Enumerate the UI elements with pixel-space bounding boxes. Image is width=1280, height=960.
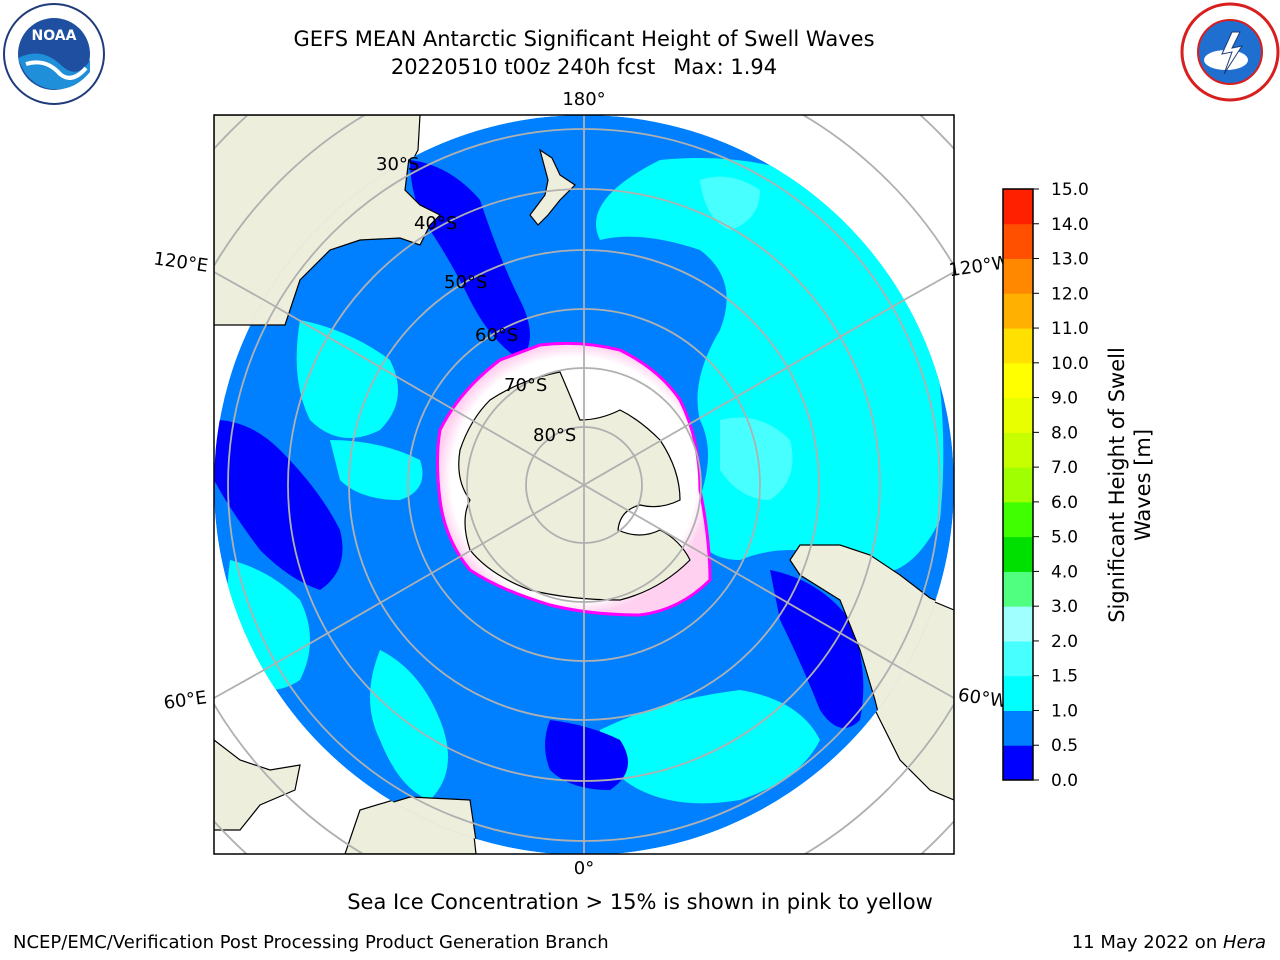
- lat-label-30s: 30°S: [376, 154, 419, 175]
- colorbar-segment: [1003, 606, 1033, 642]
- lon-label-180: 180°: [562, 89, 605, 110]
- colorbar-tick-label: 10.0: [1051, 354, 1089, 374]
- lon-label-60w: 60°W: [957, 685, 1009, 713]
- colorbar-segment: [1003, 675, 1033, 711]
- colorbar-tick-label: 12.0: [1051, 284, 1089, 304]
- chart-subtitle: 20220510 t00z 240h fcst Max: 1.94: [184, 54, 984, 80]
- graticule: [227, 115, 941, 854]
- lon-label-0: 0°: [574, 858, 594, 879]
- colorbar-title-line2: Waves [m]: [1131, 428, 1155, 542]
- colorbar-tick-label: 6.0: [1051, 493, 1078, 513]
- svg-text:NOAA: NOAA: [32, 28, 77, 44]
- lat-label-60s: 60°S: [475, 325, 518, 346]
- colorbar-segment: [1003, 293, 1033, 329]
- colorbar-segment: [1003, 745, 1033, 781]
- colorbar-tick-label: 4.0: [1051, 562, 1078, 582]
- colorbar-segment: [1003, 501, 1033, 538]
- lon-label-60e: 60°E: [162, 687, 208, 714]
- colorbar-segment: [1003, 467, 1033, 503]
- max-value: Max: 1.94: [673, 55, 778, 79]
- colorbar-tick-label: 14.0: [1051, 215, 1089, 235]
- colorbar-tick-label: 1.5: [1051, 667, 1078, 687]
- swell-field: [214, 115, 954, 854]
- colorbar-segment: [1003, 640, 1033, 677]
- antarctica: [458, 371, 691, 601]
- colorbar-tick-label: 1.0: [1051, 701, 1078, 721]
- colorbar-segment: [1003, 710, 1033, 746]
- colorbar: 0.0 0.5 1.0 1.5 2.0 3.0 4.0 5.0 6.0 7.0 8.0 9.0 10.0…: [1002, 180, 1089, 791]
- colorbar-segment: [1003, 189, 1033, 225]
- colorbar-segment: [1003, 328, 1033, 364]
- lon-label-120e: 120°E: [152, 248, 209, 276]
- colorbar-tick-label: 9.0: [1051, 389, 1078, 409]
- colorbar-tick-label: 13.0: [1051, 250, 1089, 270]
- footer-host: Hera: [1222, 932, 1266, 953]
- chart-title: GEFS MEAN Antarctic Significant Height o…: [293, 27, 875, 51]
- colorbar-frame: [1002, 188, 1034, 781]
- lat-label-80s: 80°S: [533, 425, 576, 446]
- lat-label-40s: 40°S: [414, 213, 457, 234]
- footer-organization: NCEP/EMC/Verification Post Processing Pr…: [13, 932, 609, 953]
- colorbar-segment: [1003, 432, 1033, 468]
- colorbar-title-line1: Significant Height of Swell: [1105, 347, 1129, 623]
- sea-ice-note: Sea Ice Concentration > 15% is shown in …: [347, 890, 933, 914]
- colorbar-tick-label: 7.0: [1051, 458, 1078, 478]
- colorbar-segment: [1003, 536, 1033, 572]
- colorbar-tick-label: 3.0: [1051, 597, 1078, 617]
- colorbar-tick-label: 11.0: [1051, 319, 1089, 339]
- colorbar-segment: [1003, 571, 1033, 607]
- colorbar-segment: [1003, 362, 1033, 399]
- colorbar-tick-label: 0.5: [1051, 736, 1078, 756]
- colorbar-segment: [1003, 258, 1033, 294]
- footer-date-text: 11 May 2022 on: [1071, 932, 1223, 953]
- noaa-logo: NOAA: [3, 3, 105, 105]
- colorbar-tick-label: 5.0: [1051, 528, 1078, 548]
- lat-label-70s: 70°S: [504, 375, 547, 396]
- footer-date: 11 May 2022 on Hera: [1072, 932, 1266, 953]
- run-info: 20220510 t00z 240h fcst: [390, 55, 656, 79]
- colorbar-tick-label: 0.0: [1051, 771, 1078, 791]
- map-frame: [213, 114, 955, 855]
- colorbar-tick-label: 15.0: [1051, 180, 1089, 200]
- colorbar-tick-label: 2.0: [1051, 632, 1078, 652]
- colorbar-tick-label: 8.0: [1051, 423, 1078, 443]
- colorbar-segment: [1003, 397, 1033, 433]
- lon-label-120w: 120°W: [947, 252, 1011, 281]
- nws-logo: [1180, 2, 1280, 102]
- colorbar-segment: [1003, 223, 1033, 260]
- lat-label-50s: 50°S: [444, 272, 487, 293]
